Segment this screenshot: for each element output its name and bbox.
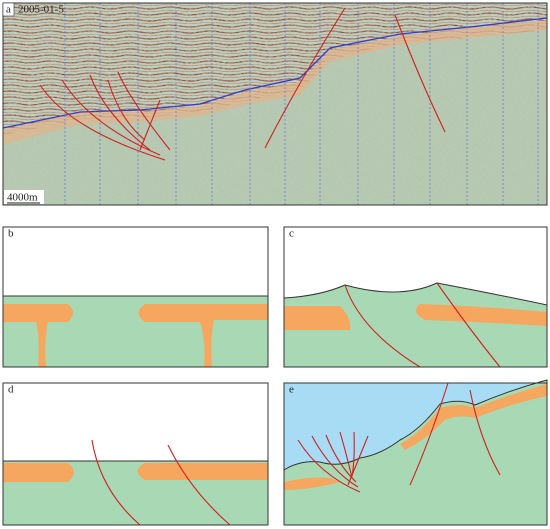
panel-a-frame: [2, 2, 548, 206]
date-label: 2005-01-5: [18, 4, 64, 16]
salt-layer: [3, 20, 547, 145]
scale-label: 4000m: [7, 192, 38, 204]
panel-d: [2, 382, 269, 526]
scale-box: [4, 190, 44, 204]
panel-label: b: [8, 228, 14, 240]
panel-e: [283, 379, 548, 526]
panel-label: d: [8, 384, 14, 396]
panel-b: [2, 226, 269, 368]
label-box: [2, 2, 15, 17]
panel-label: e: [289, 384, 294, 396]
trace-lines: [64, 3, 539, 205]
panel-c: [283, 226, 548, 368]
faults: [39, 7, 446, 161]
panel-label: c: [289, 228, 294, 240]
panel-label: a: [6, 4, 11, 16]
panel-a: [3, 3, 547, 205]
